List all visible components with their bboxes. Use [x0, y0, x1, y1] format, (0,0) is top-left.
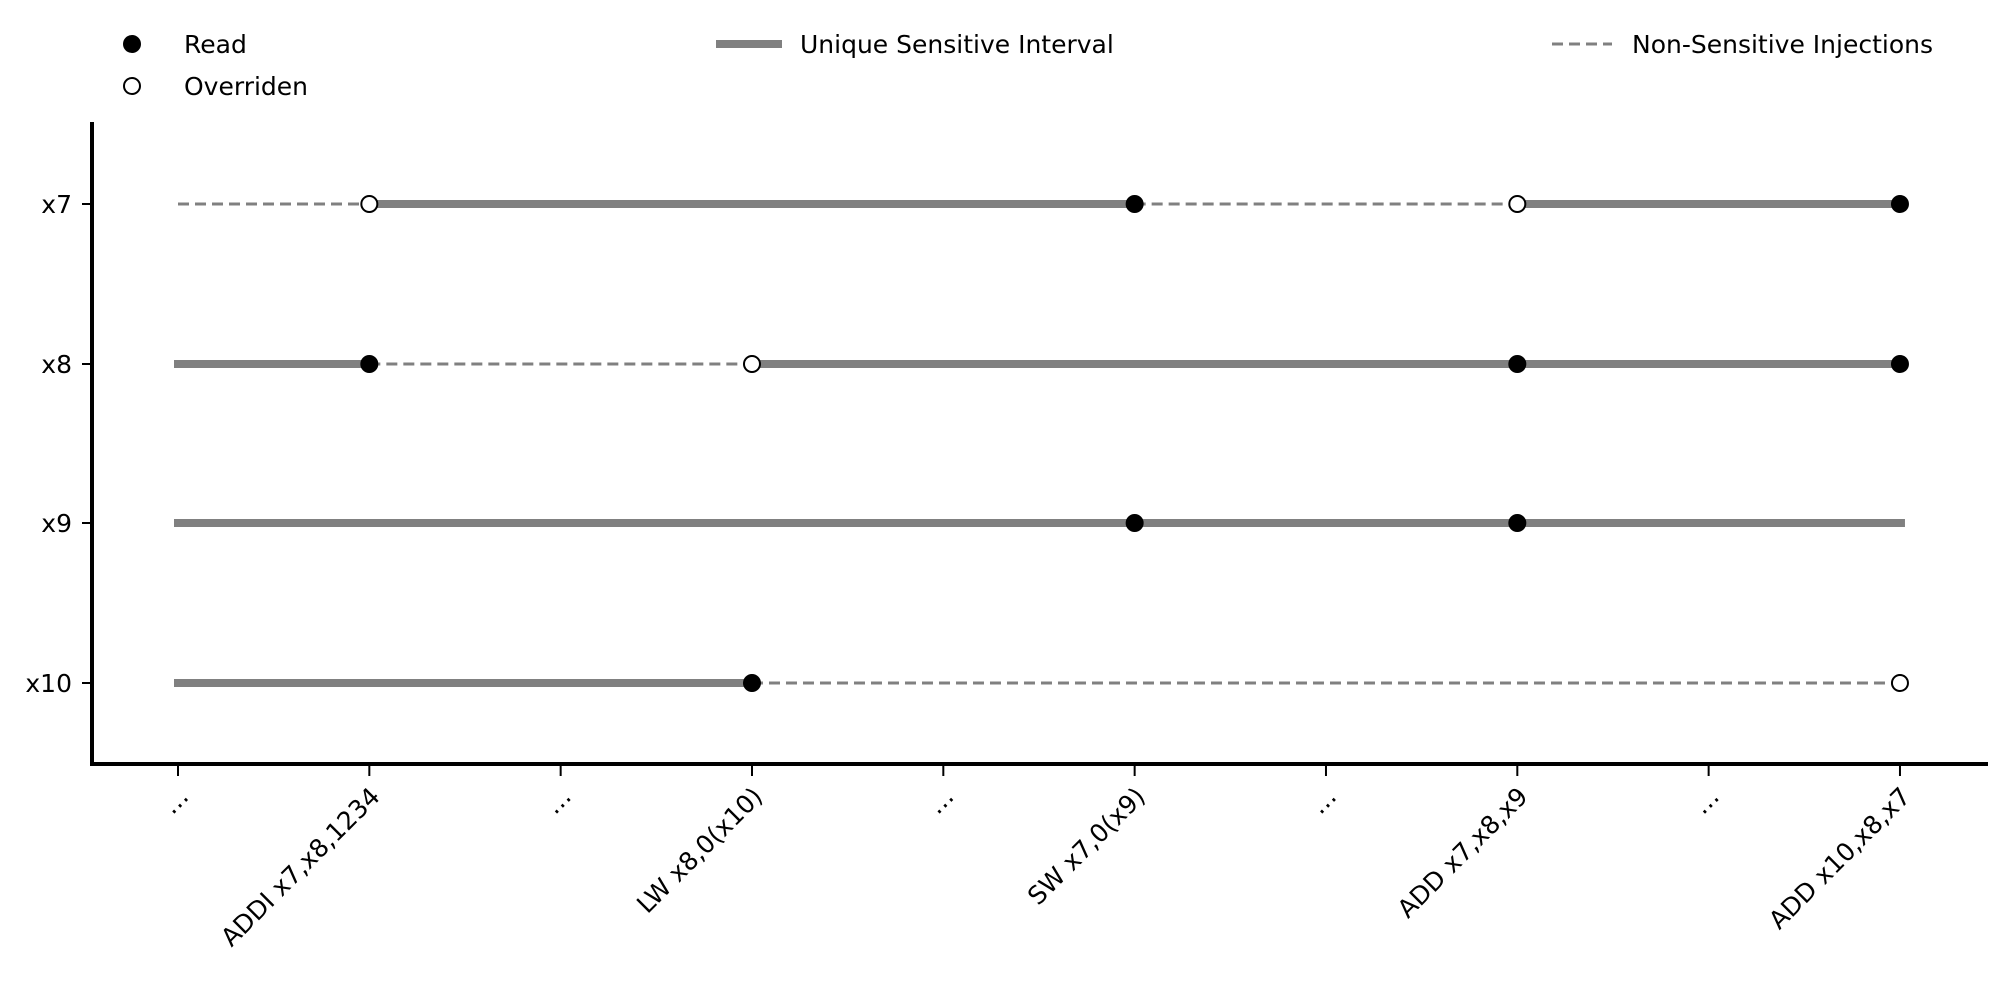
- y-tick-label-x8: x8: [41, 350, 72, 379]
- read-point-x8-4: [360, 355, 379, 373]
- legend-sensitive-label: Unique Sensitive Interval: [800, 30, 1114, 59]
- x-tick-label-9: ADD x10,x8,x7: [1763, 782, 1916, 935]
- overriden-point-x7-2: [1508, 195, 1527, 213]
- y-tick-label-x7: x7: [41, 190, 72, 219]
- x-tick-label-3: LW x8,0(x10): [631, 782, 768, 919]
- read-point-x7-1: [1125, 195, 1144, 213]
- x-tick-label-0: …: [156, 782, 194, 820]
- read-point-x8-6: [1508, 355, 1527, 373]
- x-tick-label-5: SW x7,0(x9): [1022, 782, 1151, 911]
- legend-overriden-label: Overriden: [184, 72, 308, 101]
- x-tick-label-1: ADDI x7,x8,1234: [215, 782, 385, 952]
- y-tick-label-x10: x10: [25, 669, 72, 698]
- x-tick-label-8: …: [1687, 782, 1725, 820]
- x-tick-label-7: ADD x7,x8,x9: [1392, 782, 1534, 924]
- y-tick-label-x9: x9: [41, 509, 72, 538]
- overriden-point-x10-11: [1890, 674, 1909, 692]
- legend-overriden-marker: [123, 77, 141, 95]
- legend-non-sensitive-label: Non-Sensitive Injections: [1632, 30, 1933, 59]
- legend-read-marker: [123, 35, 141, 53]
- overriden-point-x8-5: [742, 355, 761, 373]
- legend: Read Overriden Unique Sensitive Interval…: [123, 30, 1933, 101]
- read-point-x8-7: [1890, 355, 1909, 373]
- read-point-x7-3: [1890, 195, 1909, 213]
- x-ticks: … ADDI x7,x8,1234 … LW x8,0(x10) … SW x7,0(x9…: [156, 766, 1916, 952]
- read-point-x9-8: [1125, 514, 1144, 532]
- x-tick-label-6: …: [1304, 782, 1342, 820]
- points-layer: [360, 195, 1909, 692]
- read-point-x9-9: [1508, 514, 1527, 532]
- y-ticks: x7 x8 x9 x10: [25, 190, 92, 698]
- segments-layer: [174, 200, 1905, 687]
- overriden-point-x7-0: [360, 195, 379, 213]
- x-tick-label-2: …: [539, 782, 577, 820]
- x-tick-label-4: …: [921, 782, 959, 820]
- legend-read-label: Read: [184, 30, 247, 59]
- read-point-x10-10: [742, 674, 761, 692]
